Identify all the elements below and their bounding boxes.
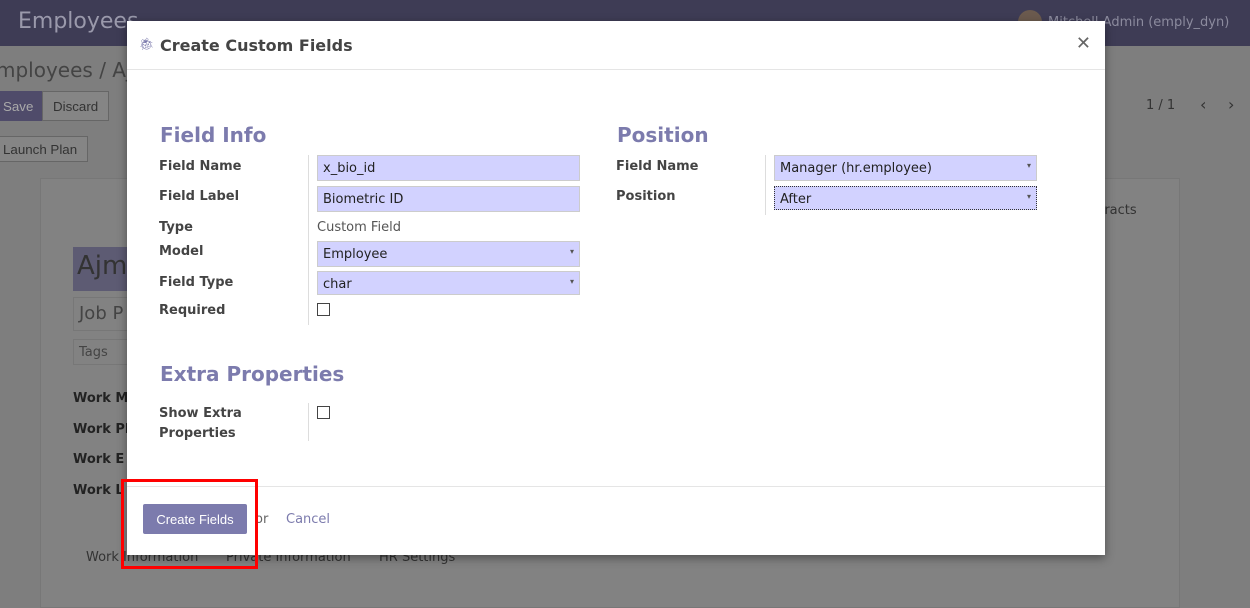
position-field-value: Manager (hr.employee)	[780, 161, 932, 176]
label: Field Label	[159, 189, 240, 204]
prev-icon[interactable]: ‹	[1200, 95, 1207, 114]
dialog-title: Create Custom Fields	[160, 36, 353, 55]
label: Field Name	[616, 159, 699, 174]
label: Model	[159, 244, 204, 259]
launch-plan-button[interactable]: Launch Plan	[0, 136, 89, 162]
create-fields-button[interactable]: Create Fields	[143, 504, 247, 534]
next-icon[interactable]: ›	[1228, 95, 1235, 114]
extra-properties-heading: Extra Properties	[160, 362, 345, 386]
app-title: Employees	[18, 9, 139, 34]
position-select[interactable]: After	[774, 186, 1037, 210]
label: Work M	[73, 391, 129, 406]
field-type-value: char	[323, 277, 352, 292]
label: Required	[159, 303, 226, 318]
job-position[interactable]: Job P	[73, 297, 133, 331]
label: Show Extra	[159, 406, 242, 421]
dialog-footer: Create Fields or Cancel	[127, 486, 1105, 555]
required-checkbox[interactable]	[317, 303, 330, 316]
employee-name[interactable]: Ajm	[73, 247, 133, 291]
label: Work Pl	[73, 422, 130, 437]
position-heading: Position	[617, 123, 709, 147]
or-text: or	[255, 512, 269, 527]
label: Field Name	[159, 159, 242, 174]
pager: 1 / 1	[1146, 98, 1176, 113]
field-name-input[interactable]: x_bio_id	[317, 155, 580, 181]
type-value: Custom Field	[317, 220, 401, 235]
show-extra-properties-checkbox[interactable]	[317, 406, 330, 419]
cancel-link[interactable]: Cancel	[286, 512, 331, 527]
label: Field Type	[159, 275, 234, 290]
field-label-input[interactable]: Biometric ID	[317, 186, 580, 212]
model-value: Employee	[323, 247, 388, 262]
bug-icon: 🐞︎	[139, 37, 155, 51]
breadcrumb[interactable]: mployees / Ajm	[0, 58, 152, 82]
field-type-select[interactable]: char	[317, 271, 580, 295]
save-button[interactable]: Save	[0, 91, 45, 121]
label: Properties	[159, 426, 236, 441]
label: Work L	[73, 483, 124, 498]
highlight-box	[121, 479, 258, 569]
label: Position	[616, 189, 676, 204]
close-icon[interactable]: ✕	[1075, 33, 1091, 54]
discard-button[interactable]: Discard	[42, 91, 110, 121]
model-select[interactable]: Employee	[317, 241, 580, 267]
label: Type	[159, 220, 193, 235]
create-custom-fields-dialog: 🐞︎ Create Custom Fields ✕ Field Info Fie…	[127, 21, 1105, 555]
label: Work E	[73, 452, 125, 467]
tags[interactable]: Tags	[73, 339, 133, 365]
position-field-select[interactable]: Manager (hr.employee)	[774, 155, 1037, 181]
position-value: After	[780, 192, 812, 207]
field-info-heading: Field Info	[160, 123, 267, 147]
